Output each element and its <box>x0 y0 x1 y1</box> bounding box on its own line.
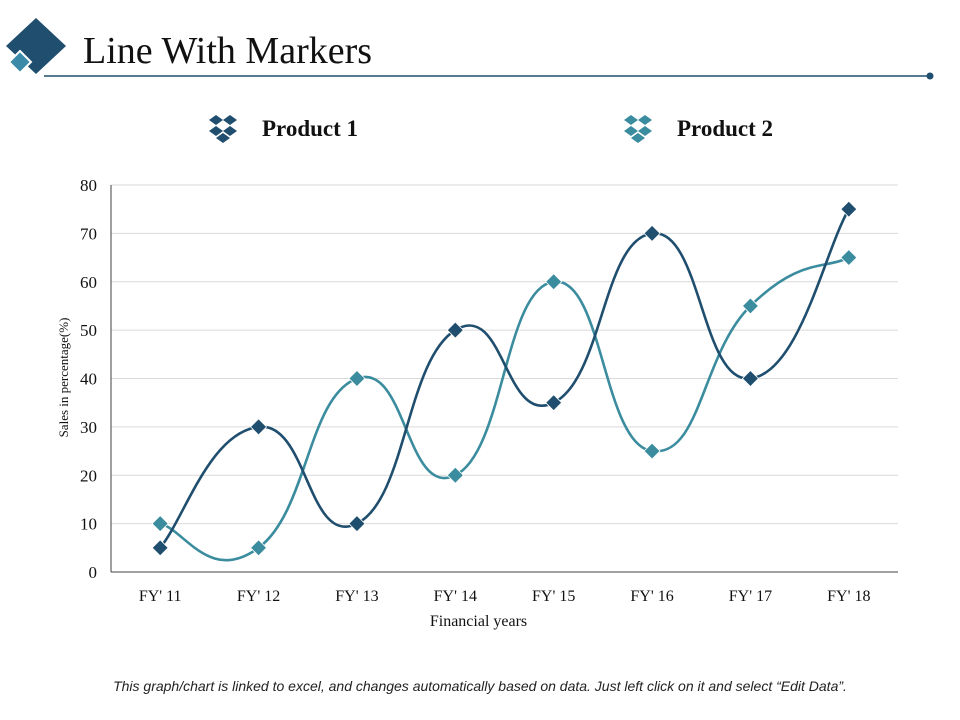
y-tick-label: 40 <box>80 370 97 389</box>
y-axis-title: Sales in percentage(%) <box>56 318 71 438</box>
legend-item-product-1[interactable]: Product 1 <box>207 112 358 146</box>
axes <box>110 185 898 573</box>
data-point-product-1[interactable] <box>151 539 169 557</box>
x-tick-label: FY' 16 <box>630 588 673 605</box>
data-point-product-2[interactable] <box>151 515 169 533</box>
data-point-product-1[interactable] <box>249 418 268 436</box>
y-tick-label: 70 <box>80 224 97 243</box>
x-tick-label: FY' 15 <box>532 588 575 605</box>
y-tick-label: 10 <box>80 515 97 534</box>
x-tick-label: FY' 12 <box>237 588 280 605</box>
stacked-diamonds-icon <box>624 115 652 143</box>
x-tick-label: FY' 17 <box>729 588 772 605</box>
y-tick-label: 30 <box>80 418 97 437</box>
series-lines <box>158 207 851 562</box>
series-line-product-1 <box>158 207 851 550</box>
data-point-product-1[interactable] <box>741 369 760 388</box>
data-point-product-2[interactable] <box>249 539 268 557</box>
data-point-product-2[interactable] <box>643 442 661 460</box>
data-point-product-2[interactable] <box>446 466 464 484</box>
gridlines <box>111 184 898 525</box>
data-point-product-2[interactable] <box>348 369 366 388</box>
axis-labels: 0 10 20 30 40 50 60 70 80 FY' 11 FY' 12 FY' 13 FY' 1… <box>56 176 870 630</box>
data-point-product-2[interactable] <box>741 297 760 315</box>
y-tick-label: 20 <box>80 466 97 485</box>
data-point-product-1[interactable] <box>840 200 858 218</box>
legend-label: Product 1 <box>262 116 359 141</box>
series-line-product-2 <box>158 256 851 562</box>
data-point-product-2[interactable] <box>840 248 858 267</box>
legend-item-product-2[interactable]: Product 2 <box>622 112 773 146</box>
x-tick-label: FY' 14 <box>434 588 477 605</box>
data-point-product-1[interactable] <box>545 394 563 412</box>
stacked-diamonds-icon <box>209 115 237 143</box>
footnote: This graph/chart is linked to excel, and… <box>113 678 847 694</box>
y-tick-label: 80 <box>80 176 97 195</box>
data-point-product-1[interactable] <box>348 515 366 533</box>
legend-label: Product 2 <box>677 116 774 141</box>
y-tick-label: 50 <box>80 321 97 340</box>
data-point-product-2[interactable] <box>545 273 563 291</box>
x-tick-label: FY' 18 <box>827 588 870 605</box>
page-title: Line With Markers <box>83 30 373 72</box>
y-tick-label: 0 <box>89 563 98 582</box>
x-tick-label: FY' 11 <box>139 588 182 605</box>
x-axis-title: Financial years <box>430 613 527 630</box>
diamond-logo-icon <box>6 18 66 75</box>
x-tick-label: FY' 13 <box>335 588 378 605</box>
y-tick-label: 60 <box>80 273 97 292</box>
data-point-product-1[interactable] <box>643 224 661 242</box>
series-markers <box>151 200 858 557</box>
data-point-product-1[interactable] <box>446 321 464 339</box>
